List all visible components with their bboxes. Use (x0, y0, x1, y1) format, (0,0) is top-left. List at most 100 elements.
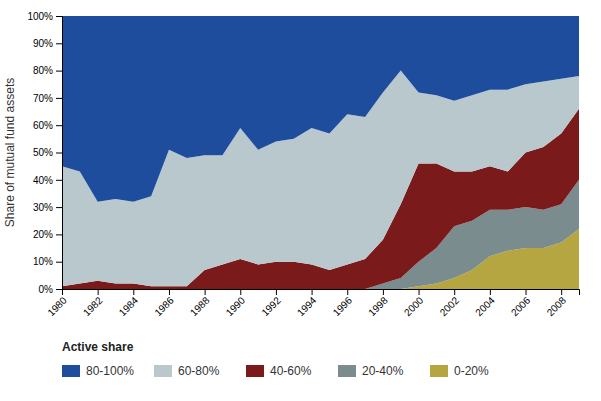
legend-label: 0-20% (454, 364, 489, 378)
x-tick: 1992 (259, 289, 283, 318)
x-tick-mark (133, 289, 134, 295)
y-tick-mark (56, 16, 62, 17)
y-tick-mark (56, 289, 62, 290)
x-tick: 1990 (224, 289, 248, 318)
legend-swatch (430, 365, 448, 377)
x-tick-label: 1980 (45, 294, 69, 318)
x-tick-mark (419, 289, 420, 295)
x-tick-mark (169, 289, 170, 295)
legend-item: 40-60% (246, 364, 312, 378)
y-tick: 10% (33, 256, 62, 267)
y-tick-label: 30% (33, 202, 53, 213)
y-tick-mark (56, 98, 62, 99)
chart: 1980 1982 1984 1986 1988 1990 1992 1994 1996 1998… (0, 0, 601, 401)
y-tick-mark (56, 153, 62, 154)
area (62, 16, 579, 202)
y-tick-label: 70% (33, 93, 53, 104)
x-tick: 2002 (438, 289, 462, 318)
y-tick: 60% (33, 120, 62, 131)
x-tick-label: 1996 (331, 294, 355, 318)
y-tick: 70% (33, 93, 62, 104)
y-tick-label: 100% (27, 11, 53, 22)
x-tick-mark (276, 289, 277, 295)
x-tick: 2000 (402, 289, 426, 318)
y-tick: 50% (33, 147, 62, 158)
x-tick-mark (561, 289, 562, 295)
x-tick: 2004 (473, 289, 497, 318)
legend-title: Active share (62, 340, 134, 354)
x-tick-label: 2006 (509, 294, 533, 318)
x-tick: 1996 (331, 289, 355, 318)
x-tick-label: 1988 (188, 294, 212, 318)
x-axis-line (63, 290, 580, 296)
x-tick: 1988 (188, 289, 212, 318)
y-tick: 90% (33, 38, 62, 49)
y-tick-label: 50% (33, 147, 53, 158)
y-tick-mark (56, 262, 62, 263)
y-tick-mark (56, 234, 62, 235)
y-axis: 0% 10% 20% 30% 40% 50% 60% 70% 80% 90% 100% (27, 11, 62, 295)
x-tick-label: 2008 (545, 294, 569, 318)
legend: Active share 80-100% 60-80% 40-60% 20-40% 0-2… (62, 340, 489, 378)
y-tick: 40% (33, 175, 62, 186)
x-tick-label: 2002 (438, 294, 462, 318)
y-tick-label: 40% (33, 175, 53, 186)
y-tick: 30% (33, 202, 62, 213)
plot: 1980 1982 1984 1986 1988 1990 1992 1994 1996 1998… (3, 11, 580, 318)
x-tick: 1994 (295, 289, 319, 318)
y-tick-mark (56, 43, 62, 44)
legend-label: 20-40% (362, 364, 404, 378)
x-tick-mark (347, 289, 348, 295)
legend-swatch (154, 365, 172, 377)
x-tick: 2008 (545, 289, 569, 318)
y-tick-label: 60% (33, 120, 53, 131)
x-tick: 1984 (117, 289, 141, 318)
legend-swatch (62, 365, 80, 377)
x-tick-label: 2000 (402, 294, 426, 318)
legend-item: 80-100% (62, 364, 134, 378)
y-tick: 20% (33, 229, 62, 240)
y-axis-line (56, 17, 63, 290)
y-tick-label: 0% (39, 284, 54, 295)
y-tick-label: 20% (33, 229, 53, 240)
y-tick-mark (56, 180, 62, 181)
y-tick-label: 80% (33, 65, 53, 76)
x-tick-label: 1992 (259, 294, 283, 318)
x-tick-label: 2004 (473, 294, 497, 318)
legend-label: 60-80% (178, 364, 220, 378)
x-tick-label: 1990 (224, 294, 248, 318)
y-tick-label: 10% (33, 256, 53, 267)
legend-item: 20-40% (338, 364, 404, 378)
x-tick-label: 1982 (81, 294, 105, 318)
legend-item: 60-80% (154, 364, 220, 378)
x-tick-mark (205, 289, 206, 295)
x-tick-mark (240, 289, 241, 295)
areas (62, 16, 579, 289)
x-tick-label: 1984 (117, 294, 141, 318)
x-tick-mark (526, 289, 527, 295)
x-tick-mark (490, 289, 491, 295)
x-tick-mark (454, 289, 455, 295)
x-tick: 1986 (152, 289, 176, 318)
y-tick: 100% (27, 11, 62, 22)
x-tick: 1998 (366, 289, 390, 318)
x-tick-mark (98, 289, 99, 295)
y-tick-label: 90% (33, 38, 53, 49)
x-tick-mark (312, 289, 313, 295)
x-tick-mark (383, 289, 384, 295)
legend-label: 80-100% (86, 364, 134, 378)
y-tick-mark (56, 125, 62, 126)
x-tick: 2006 (509, 289, 533, 318)
x-axis: 1980 1982 1984 1986 1988 1990 1992 1994 1996 1998… (45, 289, 579, 318)
legend-swatch (338, 365, 356, 377)
legend-label: 40-60% (270, 364, 312, 378)
y-axis-title: Share of mutual fund assets (3, 78, 17, 227)
x-tick-label: 1994 (295, 294, 319, 318)
legend-item: 0-20% (430, 364, 489, 378)
y-tick: 0% (39, 284, 62, 295)
legend-swatch (246, 365, 264, 377)
x-tick-label: 1986 (152, 294, 176, 318)
x-tick: 1982 (81, 289, 105, 318)
y-tick: 80% (33, 65, 62, 76)
x-tick-label: 1998 (366, 294, 390, 318)
